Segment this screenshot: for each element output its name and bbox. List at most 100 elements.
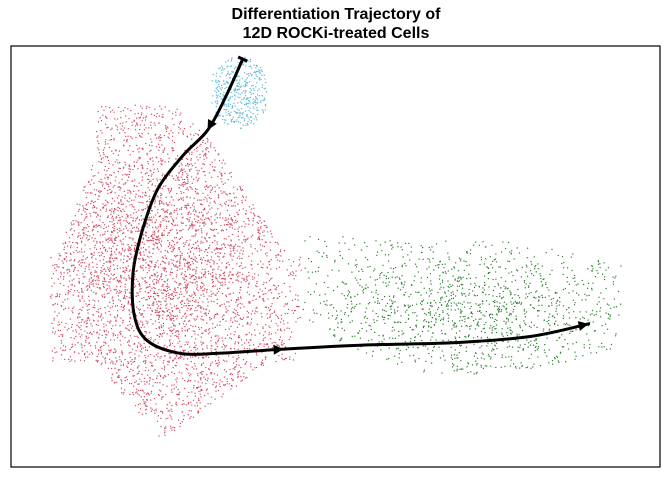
scatter-point — [202, 332, 204, 334]
scatter-point — [258, 95, 261, 97]
scatter-point — [256, 282, 258, 284]
scatter-point — [214, 159, 216, 161]
scatter-point — [103, 277, 105, 279]
scatter-point — [127, 244, 129, 246]
scatter-point — [171, 149, 174, 152]
scatter-point — [200, 341, 202, 343]
scatter-point — [263, 88, 265, 90]
scatter-point — [160, 333, 162, 336]
scatter-point — [293, 261, 295, 263]
scatter-point — [88, 353, 91, 355]
scatter-point — [181, 198, 183, 200]
scatter-point — [145, 262, 147, 264]
scatter-point — [256, 354, 258, 356]
scatter-point — [95, 324, 97, 326]
scatter-point — [229, 347, 232, 349]
scatter-point — [157, 305, 160, 307]
scatter-point — [236, 305, 238, 307]
scatter-point — [164, 344, 166, 346]
scatter-point — [194, 392, 196, 394]
scatter-point — [87, 230, 89, 232]
scatter-point — [136, 243, 138, 245]
scatter-point — [219, 171, 221, 173]
scatter-point — [55, 270, 57, 272]
scatter-point — [135, 117, 138, 119]
scatter-point — [80, 248, 83, 250]
scatter-point — [223, 103, 225, 105]
scatter-point — [206, 388, 208, 390]
scatter-point — [193, 206, 195, 208]
scatter-point — [189, 274, 191, 276]
scatter-point — [196, 281, 198, 283]
scatter-point — [97, 276, 99, 278]
scatter-point — [128, 164, 130, 166]
scatter-point — [126, 213, 128, 215]
scatter-point — [265, 306, 268, 308]
scatter-point — [167, 289, 169, 292]
scatter-point — [210, 373, 212, 375]
scatter-point — [266, 252, 268, 254]
scatter-point — [246, 361, 248, 363]
scatter-point — [114, 363, 116, 365]
scatter-point — [241, 189, 243, 191]
scatter-point — [223, 271, 226, 273]
scatter-point — [93, 201, 95, 204]
scatter-point — [215, 277, 217, 279]
scatter-point — [207, 194, 209, 196]
scatter-point — [99, 346, 102, 348]
scatter-point — [60, 333, 62, 336]
scatter-point — [59, 282, 61, 285]
scatter-point — [127, 300, 129, 302]
scatter-point — [134, 129, 137, 131]
scatter-point — [84, 186, 86, 188]
scatter-point — [153, 266, 155, 268]
scatter-point — [170, 190, 172, 192]
scatter-point — [199, 248, 201, 250]
scatter-point — [171, 307, 173, 309]
scatter-point — [222, 277, 224, 279]
scatter-point — [218, 194, 220, 196]
scatter-point — [198, 386, 200, 388]
scatter-point — [189, 170, 191, 172]
scatter-point — [188, 256, 190, 258]
scatter-point — [160, 158, 162, 160]
scatter-point — [216, 298, 218, 301]
scatter-point — [87, 312, 89, 314]
scatter-point — [241, 273, 244, 275]
scatter-point — [116, 126, 118, 128]
scatter-point — [145, 142, 147, 144]
scatter-point — [211, 102, 213, 104]
scatter-point — [165, 275, 167, 277]
scatter-point — [93, 240, 95, 242]
scatter-point — [165, 130, 168, 132]
scatter-point — [256, 65, 258, 67]
scatter-point — [105, 210, 107, 212]
scatter-point — [117, 232, 119, 234]
scatter-point — [568, 312, 570, 314]
scatter-point — [206, 240, 208, 242]
scatter-point — [130, 237, 132, 239]
scatter-point — [154, 214, 157, 216]
scatter-point — [175, 217, 177, 219]
scatter-point — [114, 118, 116, 120]
scatter-point — [260, 226, 262, 228]
scatter-point — [95, 347, 97, 349]
scatter-point — [256, 70, 258, 73]
scatter-point — [254, 102, 257, 104]
scatter-point — [210, 372, 212, 374]
scatter-point — [116, 305, 118, 307]
scatter-point — [180, 120, 182, 122]
scatter-point — [234, 87, 236, 89]
scatter-point — [208, 369, 211, 371]
scatter-point — [172, 322, 174, 324]
scatter-point — [295, 270, 297, 272]
scatter-point — [204, 196, 206, 198]
scatter-point — [242, 117, 244, 119]
scatter-point — [231, 219, 233, 221]
scatter-point — [158, 137, 160, 139]
scatter-point — [66, 329, 68, 331]
scatter-point — [194, 333, 196, 335]
scatter-point — [141, 209, 143, 211]
scatter-point — [545, 252, 547, 254]
scatter-point — [207, 333, 209, 335]
